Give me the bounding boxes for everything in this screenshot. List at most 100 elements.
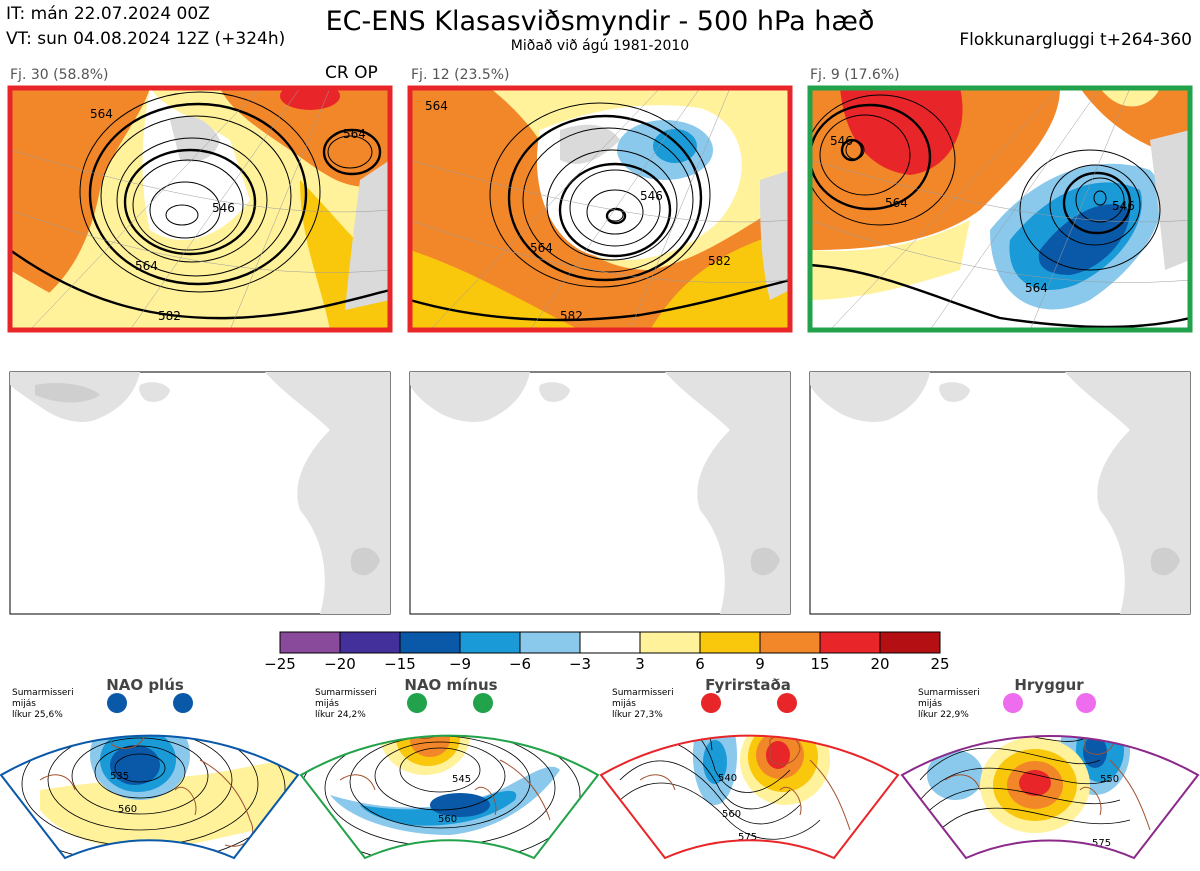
regime-3-name: Fyrirstaða [705, 676, 791, 694]
initial-time: IT: mán 22.07.2024 00Z [6, 4, 210, 24]
cluster-3-contour-label-4: 564 [1025, 281, 1048, 295]
cluster-3-map: 546 564 546 564 [810, 88, 1190, 330]
cluster-2-contour-label-3: 564 [530, 241, 553, 255]
colorbar-tick-label: 6 [695, 655, 705, 673]
regime-1-marker-right [173, 693, 193, 713]
colorbar-segment [759, 631, 821, 654]
colorbar-tick-label: −20 [324, 655, 356, 673]
regime-4-name: Hryggur [1014, 676, 1084, 694]
regime-4-contour-label-1: 530 [1050, 722, 1069, 733]
colorbar-segment [579, 631, 641, 654]
regime-4-contour-label-2: 550 [1100, 774, 1119, 785]
regime-4-contour-label-3: 575 [1092, 838, 1111, 849]
regime-3-probability: Sumarmisseri mijás líkur 27,3% [612, 688, 674, 721]
observation-map-1 [9, 371, 391, 615]
colorbar-tick-label: −6 [508, 655, 532, 673]
regime-4-probability: Sumarmisseri mijás líkur 22,9% [918, 688, 980, 721]
regime-2-frame [299, 734, 600, 860]
colorbar-tick-label: 15 [810, 655, 830, 673]
cluster-3-contour-label-3: 546 [1112, 199, 1135, 213]
regime-2-probability: Sumarmisseri mijás líkur 24,2% [315, 688, 377, 721]
regime-2-marker-left [407, 693, 427, 713]
colorbar-segment [699, 631, 761, 654]
cluster-1-label: Fj. 30 (58.8%) [10, 67, 109, 83]
regime-3-mid: mijás [612, 699, 636, 709]
regime-3-marker-left [701, 693, 721, 713]
regime-3-contour-label-3: 575 [738, 832, 757, 843]
valid-time: VT: sun 04.08.2024 12Z (+324h) [6, 29, 286, 49]
cluster-1-contour-label-1: 564 [90, 107, 113, 121]
colorbar-segment [279, 631, 341, 654]
regime-2-mid: mijás [315, 699, 339, 709]
regime-3-marker-right [777, 693, 797, 713]
colorbar-segment [459, 631, 521, 654]
cluster-3-contour-label-2: 564 [885, 196, 908, 210]
colorbar-tick-label: 20 [870, 655, 890, 673]
regime-1-contour-label-2: 560 [118, 804, 137, 815]
regime-1-season: Sumarmisseri [12, 688, 74, 698]
regime-4-season: Sumarmisseri [918, 688, 980, 698]
observation-map-2 [409, 371, 791, 615]
cluster-1-map: 564 564 546 564 582 [10, 88, 390, 330]
cluster-2-contour-label-5: 582 [560, 309, 583, 323]
regime-2-map: 545 560 575 [301, 735, 598, 860]
colorbar-segment [819, 631, 881, 654]
regime-1-marker-left [107, 693, 127, 713]
regime-4-frame [900, 734, 1200, 860]
regime-4-marker-left [1003, 693, 1023, 713]
regime-3-prob: líkur 27,3% [612, 710, 663, 720]
cluster-2-map: 564 546 564 582 582 [410, 88, 790, 330]
regime-1-mid: mijás [12, 699, 36, 709]
colorbar-tick-label: −9 [448, 655, 472, 673]
cluster-2-contour-label-1: 564 [425, 99, 448, 113]
cluster-3-label: Fj. 9 (17.6%) [810, 67, 900, 83]
regime-2-contour-label-2: 560 [438, 814, 457, 825]
cluster-1-frame [7, 85, 393, 333]
regime-2-season: Sumarmisseri [315, 688, 377, 698]
colorbar-tick-label: 9 [755, 655, 765, 673]
colorbar-segment [339, 631, 401, 654]
observation-map-3 [809, 371, 1191, 615]
page-subtitle: Miðað við ágú 1981-2010 [510, 38, 690, 54]
colorbar [279, 631, 941, 654]
regime-2-marker-right [473, 693, 493, 713]
cluster-2-frame [407, 85, 793, 333]
cluster-1-tag: CR OP [325, 63, 378, 83]
regime-1-probability: Sumarmisseri mijás líkur 25,6% [12, 688, 74, 721]
colorbar-segment [519, 631, 581, 654]
cluster-1-contour-label-4: 564 [135, 259, 158, 273]
regime-1-frame [0, 734, 300, 860]
colorbar-tick-label: −25 [264, 655, 296, 673]
regime-3-frame [599, 734, 900, 860]
colorbar-segment [639, 631, 701, 654]
regime-1-name: NAO plús [106, 676, 184, 694]
cluster-3-contour-label-1: 546 [830, 134, 853, 148]
regime-1-prob: líkur 25,6% [12, 710, 63, 720]
regime-2-name: NAO mínus [404, 676, 498, 694]
regime-3-contour-label-1: 540 [718, 773, 737, 784]
regime-2-contour-label-3: 575 [447, 849, 466, 860]
colorbar-tick-label: −3 [568, 655, 592, 673]
cluster-2-contour-label-4: 582 [708, 254, 731, 268]
regime-2-contour-label-1: 545 [452, 774, 471, 785]
colorbar-segment [399, 631, 461, 654]
regime-4-prob: líkur 22,9% [918, 710, 969, 720]
regime-2-prob: líkur 24,2% [315, 710, 366, 720]
colorbar-tick-label: 3 [635, 655, 645, 673]
colorbar-segment [879, 631, 941, 654]
cluster-1-contour-label-2: 564 [343, 127, 366, 141]
regime-4-marker-right [1076, 693, 1096, 713]
cluster-2-label: Fj. 12 (23.5%) [411, 67, 510, 83]
page-title: EC-ENS Klasasviðsmyndir - 500 hPa hæð [325, 6, 875, 37]
cluster-1-contour-label-5: 582 [158, 309, 181, 323]
regime-4-mid: mijás [918, 699, 942, 709]
colorbar-tick-label: −15 [384, 655, 416, 673]
regime-1-contour-label-1: 535 [110, 771, 129, 782]
cluster-3-frame [807, 85, 1193, 333]
classification-window: Flokkunargluggi t+264-360 [959, 30, 1192, 50]
colorbar-tick-label: 25 [930, 655, 950, 673]
regime-3-season: Sumarmisseri [612, 688, 674, 698]
cluster-2-contour-label-2: 546 [640, 189, 663, 203]
regime-3-contour-label-2: 560 [722, 809, 741, 820]
